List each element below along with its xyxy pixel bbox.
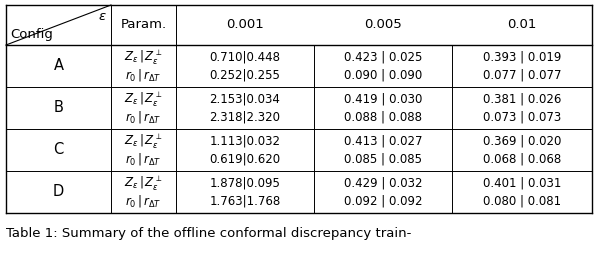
Text: 0.381 | 0.026: 0.381 | 0.026 xyxy=(483,92,561,105)
Text: Config: Config xyxy=(10,28,53,41)
Text: 1.763|1.768: 1.763|1.768 xyxy=(209,195,281,208)
Text: 1.878|0.095: 1.878|0.095 xyxy=(209,176,281,189)
Text: 0.085 | 0.085: 0.085 | 0.085 xyxy=(344,153,422,166)
Text: 0.077 | 0.077: 0.077 | 0.077 xyxy=(483,69,561,82)
Text: 0.423 | 0.025: 0.423 | 0.025 xyxy=(344,50,422,63)
Text: 0.090 | 0.090: 0.090 | 0.090 xyxy=(344,69,422,82)
Text: 0.01: 0.01 xyxy=(507,19,537,32)
Text: 2.153|0.034: 2.153|0.034 xyxy=(209,92,281,105)
Text: $\epsilon$: $\epsilon$ xyxy=(98,10,107,23)
Text: $Z_{\epsilon}\,|\,Z_{\epsilon}^{\perp}$: $Z_{\epsilon}\,|\,Z_{\epsilon}^{\perp}$ xyxy=(124,132,163,150)
Text: B: B xyxy=(53,101,63,116)
Text: 0.710|0.448: 0.710|0.448 xyxy=(209,50,281,63)
Text: 2.318|2.320: 2.318|2.320 xyxy=(209,111,281,124)
Text: 1.113|0.032: 1.113|0.032 xyxy=(209,134,281,147)
Text: $r_{0}\,|\,r_{\Delta T}$: $r_{0}\,|\,r_{\Delta T}$ xyxy=(125,109,161,125)
Text: $r_{0}\,|\,r_{\Delta T}$: $r_{0}\,|\,r_{\Delta T}$ xyxy=(125,151,161,167)
Text: 0.393 | 0.019: 0.393 | 0.019 xyxy=(483,50,561,63)
Text: 0.429 | 0.032: 0.429 | 0.032 xyxy=(344,176,422,189)
Text: 0.092 | 0.092: 0.092 | 0.092 xyxy=(344,195,422,208)
Text: 0.401 | 0.031: 0.401 | 0.031 xyxy=(483,176,561,189)
Text: 0.419 | 0.030: 0.419 | 0.030 xyxy=(344,92,422,105)
Text: 0.369 | 0.020: 0.369 | 0.020 xyxy=(483,134,561,147)
Text: Table 1: Summary of the offline conformal discrepancy train-: Table 1: Summary of the offline conforma… xyxy=(6,227,411,240)
Text: $r_{0}\,|\,r_{\Delta T}$: $r_{0}\,|\,r_{\Delta T}$ xyxy=(125,193,161,209)
Text: Param.: Param. xyxy=(120,19,166,32)
Text: 0.005: 0.005 xyxy=(364,19,402,32)
Text: A: A xyxy=(53,59,63,73)
Text: 0.001: 0.001 xyxy=(226,19,264,32)
Text: $Z_{\epsilon}\,|\,Z_{\epsilon}^{\perp}$: $Z_{\epsilon}\,|\,Z_{\epsilon}^{\perp}$ xyxy=(124,174,163,192)
Text: 0.413 | 0.027: 0.413 | 0.027 xyxy=(344,134,422,147)
Text: 0.073 | 0.073: 0.073 | 0.073 xyxy=(483,111,561,124)
Text: D: D xyxy=(53,184,64,199)
Text: 0.080 | 0.081: 0.080 | 0.081 xyxy=(483,195,561,208)
Text: 0.619|0.620: 0.619|0.620 xyxy=(209,153,281,166)
Text: $Z_{\epsilon}\,|\,Z_{\epsilon}^{\perp}$: $Z_{\epsilon}\,|\,Z_{\epsilon}^{\perp}$ xyxy=(124,48,163,66)
Text: $Z_{\epsilon}\,|\,Z_{\epsilon}^{\perp}$: $Z_{\epsilon}\,|\,Z_{\epsilon}^{\perp}$ xyxy=(124,90,163,108)
Text: 0.088 | 0.088: 0.088 | 0.088 xyxy=(344,111,422,124)
Text: 0.252|0.255: 0.252|0.255 xyxy=(209,69,281,82)
Text: 0.068 | 0.068: 0.068 | 0.068 xyxy=(483,153,561,166)
Text: C: C xyxy=(53,142,64,158)
Text: $r_{0}\,|\,r_{\Delta T}$: $r_{0}\,|\,r_{\Delta T}$ xyxy=(125,67,161,83)
